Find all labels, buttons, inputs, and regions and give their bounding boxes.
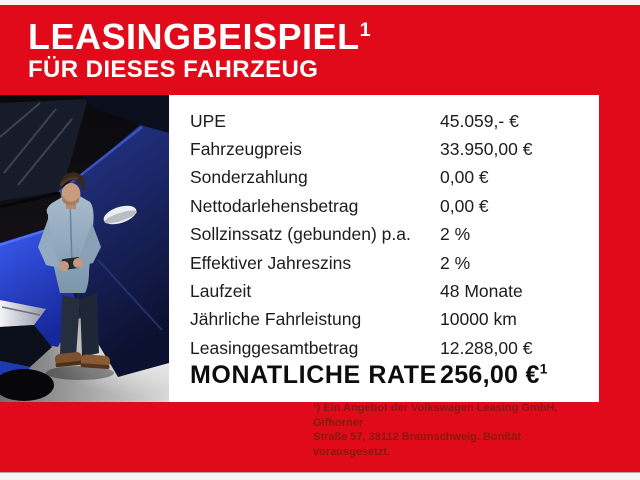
row-label: Jährliche Fahrleistung <box>190 309 362 330</box>
row-label: Laufzeit <box>190 281 252 302</box>
leasing-table-row: Jährliche Fahrleistung 10000 km <box>190 306 591 334</box>
row-label: Fahrzeugpreis <box>190 139 302 160</box>
row-label: Leasinggesamtbetrag <box>190 337 359 358</box>
row-value: 2 % <box>440 252 471 273</box>
bottom-margin-strip <box>0 472 640 480</box>
row-label: Sonderzahlung <box>190 167 308 188</box>
row-label: UPE <box>190 110 226 131</box>
leasing-table-row: Leasinggesamtbetrag 12.288,00 € <box>190 334 591 362</box>
row-label: Nettodarlehensbetrag <box>190 195 359 216</box>
title-footnote-marker: 1 <box>359 19 372 41</box>
top-margin-strip <box>0 0 640 5</box>
monthly-rate-label: MONATLICHE RATE <box>190 361 437 389</box>
leasing-table-row: Sollzinssatz (gebunden) p.a. 2 % <box>190 221 591 249</box>
monthly-rate-row: MONATLICHE RATE 256,00 €1 <box>169 361 599 395</box>
row-label: Effektiver Jahreszins <box>190 252 352 273</box>
leasing-table-row: Fahrzeugpreis 33.950,00 € <box>190 135 591 163</box>
leasing-table-row: Effektiver Jahreszins 2 % <box>190 249 591 277</box>
header: LEASINGBEISPIEL1 FÜR DIESES FAHRZEUG <box>28 16 372 84</box>
row-label: Sollzinssatz (gebunden) p.a. <box>190 224 411 245</box>
door-mirror <box>103 205 137 225</box>
row-value: 48 Monate <box>440 281 523 302</box>
leasing-table-row: Sonderzahlung 0,00 € <box>190 164 591 192</box>
person-image <box>38 172 114 380</box>
leasing-table-row: UPE 45.059,- € <box>190 107 591 135</box>
monthly-rate-value: 256,00 €1 <box>440 361 548 389</box>
row-value: 12.288,00 € <box>440 337 533 358</box>
row-value: 2 % <box>440 224 471 245</box>
leasing-table: UPE 45.059,- € Fahrzeugpreis 33.950,00 €… <box>190 107 591 363</box>
footnote: ¹) Ein Angebot der Volkswagen Leasing Gm… <box>313 401 598 459</box>
page-title: LEASINGBEISPIEL1 <box>28 16 372 57</box>
leasing-table-row: Laufzeit 48 Monate <box>190 277 591 305</box>
leasing-table-row: Nettodarlehensbetrag 0,00 € <box>190 192 591 220</box>
row-value: 33.950,00 € <box>440 139 533 160</box>
leasing-details-panel: UPE 45.059,- € Fahrzeugpreis 33.950,00 €… <box>169 95 599 402</box>
row-value: 0,00 € <box>440 167 489 188</box>
rate-footnote-marker: 1 <box>539 361 548 377</box>
row-value: 10000 km <box>440 309 517 330</box>
page-subtitle: FÜR DIESES FAHRZEUG <box>28 56 319 83</box>
footnote-line-1: ¹) Ein Angebot der Volkswagen Leasing Gm… <box>313 402 558 429</box>
row-value: 45.059,- € <box>440 110 519 131</box>
vehicle-photo <box>0 95 169 402</box>
row-value: 0,00 € <box>440 195 489 216</box>
footnote-line-2: Straße 57, 38112 Braunschweig. Bonität v… <box>313 431 521 458</box>
